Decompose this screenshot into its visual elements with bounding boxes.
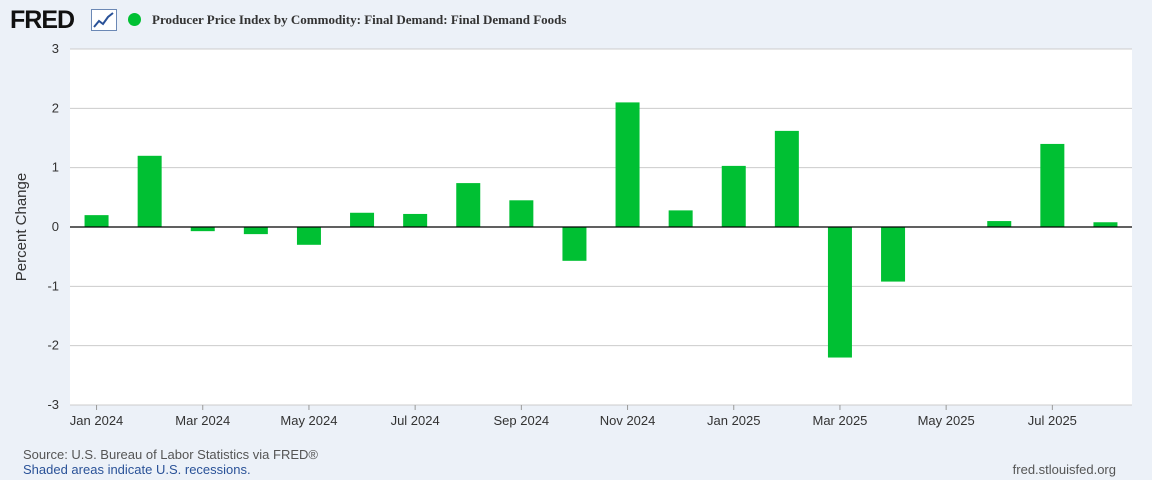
x-tick-label: Nov 2024: [600, 413, 656, 428]
bar-apr-2025[interactable]: [881, 227, 906, 282]
bar-jan-2024[interactable]: [84, 215, 109, 227]
x-tick-label: Jan 2024: [70, 413, 124, 428]
y-tick-label: -2: [47, 338, 59, 353]
legend-series-label: Producer Price Index by Commodity: Final…: [152, 12, 567, 27]
bar-jun-2024[interactable]: [350, 212, 375, 227]
grid-lines: [70, 48, 1132, 406]
x-tick-label: Jul 2025: [1028, 413, 1077, 428]
bar-nov-2024[interactable]: [615, 102, 640, 227]
y-axis-label: Percent Change: [13, 173, 30, 281]
x-axis-ticks: Jan 2024 Mar 2024 May 2024 Jul 2024 Sep 2024…: [70, 405, 1077, 428]
y-tick-label: -1: [47, 278, 59, 293]
bars: [84, 102, 1118, 358]
recession-note[interactable]: Shaded areas indicate U.S. recessions.: [23, 462, 251, 477]
bar-dec-2024[interactable]: [668, 210, 693, 227]
bar-may-2024[interactable]: [296, 227, 321, 245]
y-tick-label: 2: [52, 100, 59, 115]
bar-chart: 3 2 1 0 -1 -2 -3 Jan 2024 Mar 2024 May 2024 Jul 2…: [13, 41, 1132, 428]
bar-mar-2025[interactable]: [827, 227, 852, 358]
x-tick-label: Sep 2024: [494, 413, 550, 428]
fred-logo[interactable]: FRED: [10, 6, 75, 34]
y-tick-label: -3: [47, 397, 59, 412]
fred-graph-icon: [91, 9, 117, 31]
bar-mar-2024[interactable]: [190, 227, 215, 232]
bar-feb-2024[interactable]: [137, 155, 162, 227]
chart-header: FRED Producer Price Index by Commodity: …: [0, 0, 1152, 40]
bar-jan-2025[interactable]: [721, 165, 746, 227]
y-axis-ticks: 3 2 1 0 -1 -2 -3: [47, 41, 59, 412]
bar-jun-2025[interactable]: [987, 221, 1012, 227]
x-tick-label: Jul 2024: [391, 413, 440, 428]
x-tick-label: May 2025: [918, 413, 975, 428]
bar-aug-2025[interactable]: [1093, 222, 1118, 227]
x-tick-label: Mar 2024: [175, 413, 230, 428]
bar-jul-2025[interactable]: [1040, 143, 1065, 227]
bar-feb-2025[interactable]: [774, 130, 799, 227]
y-tick-label: 3: [52, 41, 59, 56]
x-tick-label: Jan 2025: [707, 413, 761, 428]
bar-sep-2024[interactable]: [509, 200, 534, 227]
legend-marker: [128, 13, 141, 26]
source-note: Source: U.S. Bureau of Labor Statistics …: [23, 447, 318, 462]
y-tick-label: 1: [52, 160, 59, 175]
bar-aug-2024[interactable]: [456, 183, 481, 227]
bar-oct-2024[interactable]: [562, 227, 587, 261]
fred-url[interactable]: fred.stlouisfed.org: [1012, 462, 1116, 477]
y-tick-label: 0: [52, 219, 59, 234]
bar-jul-2024[interactable]: [403, 213, 428, 227]
bar-apr-2024[interactable]: [243, 227, 268, 235]
x-tick-label: Mar 2025: [812, 413, 867, 428]
x-tick-label: May 2024: [280, 413, 337, 428]
